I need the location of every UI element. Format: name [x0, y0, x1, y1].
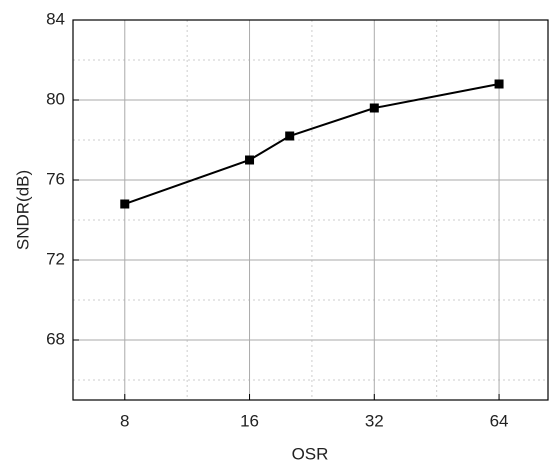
- x-tick-label: 32: [365, 411, 384, 430]
- marker: [285, 131, 295, 141]
- x-tick-label: 64: [490, 411, 509, 430]
- marker: [494, 79, 504, 89]
- y-tick-label: 72: [46, 249, 65, 268]
- x-tick-label: 16: [240, 411, 259, 430]
- y-tick-label: 76: [46, 169, 65, 188]
- marker: [369, 103, 379, 113]
- plot-frame: [72, 19, 549, 401]
- y-tick-label: 80: [46, 89, 65, 108]
- x-axis-label: OSR: [292, 444, 329, 463]
- x-tick-label: 8: [120, 411, 129, 430]
- y-tick-label: 68: [46, 329, 65, 348]
- y-tick-label: 84: [46, 9, 65, 28]
- y-axis-label: SNDR(dB): [13, 170, 32, 250]
- marker: [120, 199, 130, 209]
- marker: [245, 155, 255, 165]
